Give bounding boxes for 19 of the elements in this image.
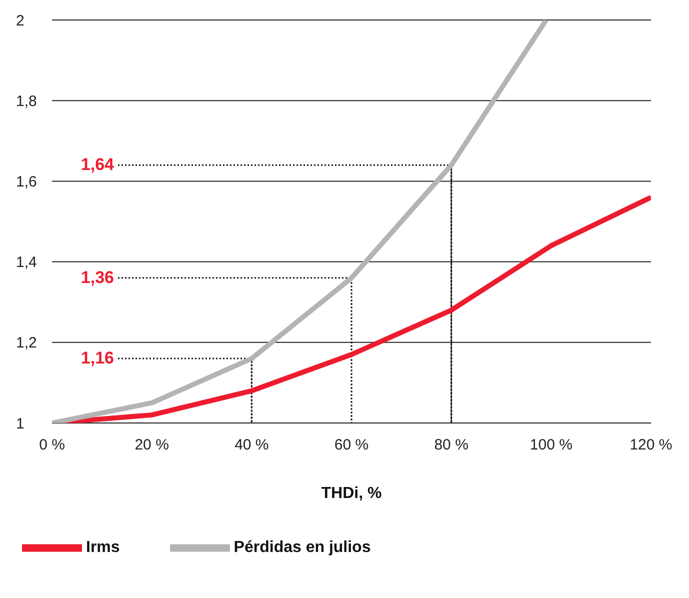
legend-label: Pérdidas en julios <box>234 539 371 556</box>
x-tick-label: 80 % <box>434 436 468 454</box>
annotation: 1,36 <box>80 268 114 287</box>
x-tick-label: 20 % <box>134 436 169 454</box>
annotation: 1,16 <box>80 348 114 368</box>
annotation: 1,64 <box>80 155 115 174</box>
y-tick-label: 2 <box>16 12 24 30</box>
x-axis-title: THDi, % <box>321 485 382 502</box>
x-tick-label: 60 % <box>334 436 369 454</box>
y-tick-label: 1,8 <box>16 92 37 110</box>
y-tick-label: 1,2 <box>16 334 37 352</box>
x-tick-label: 120 % <box>630 436 672 454</box>
y-tick-label: 1,4 <box>16 254 37 272</box>
x-tick-label: 40 % <box>234 436 269 454</box>
x-tick-label: 100 % <box>530 436 572 454</box>
x-tick-label: 0 % <box>39 436 65 454</box>
legend-label: Irms <box>86 539 120 556</box>
y-tick-label: 1 <box>16 415 24 432</box>
y-tick-label: 1,6 <box>16 174 37 191</box>
